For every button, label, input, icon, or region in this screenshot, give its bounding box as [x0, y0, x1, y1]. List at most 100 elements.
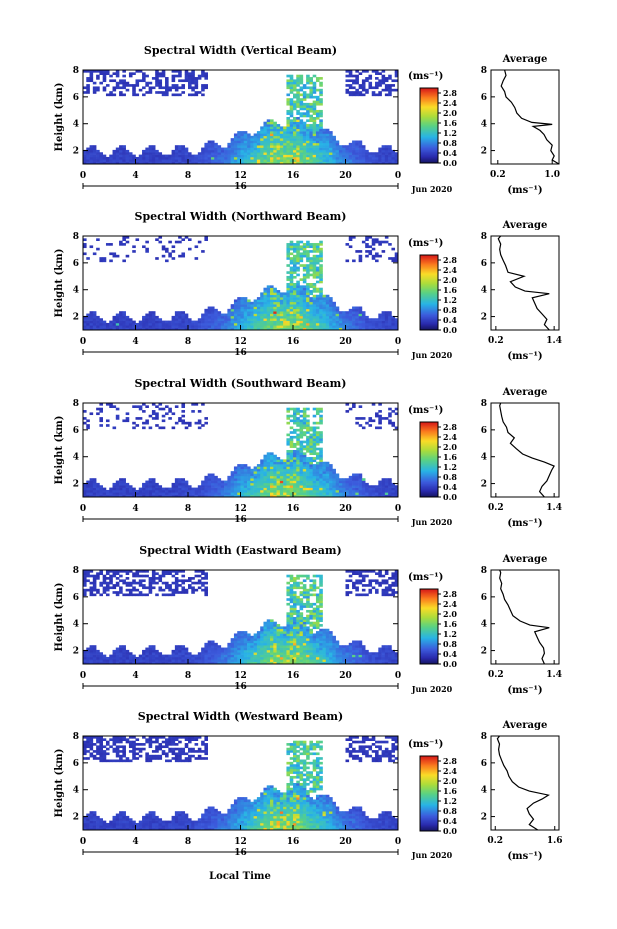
heatmap-cell	[283, 131, 287, 134]
heatmap-cell	[293, 301, 297, 305]
heatmap-cell	[273, 308, 277, 312]
heatmap-cell	[312, 261, 317, 265]
heatmap-cell	[263, 327, 268, 331]
heatmap-cell	[243, 638, 248, 641]
heatmap-cell	[391, 421, 396, 425]
heatmap-cell	[247, 318, 251, 321]
colorbar-step	[420, 265, 438, 267]
heatmap-cell	[302, 243, 307, 246]
colorbar-step	[420, 327, 438, 330]
heatmap-cell	[378, 315, 382, 319]
heatmap-cell	[286, 142, 291, 146]
heatmap-cell	[194, 421, 199, 425]
heatmap-cell	[279, 304, 284, 307]
heatmap-cell	[191, 659, 195, 662]
heatmap-cell	[283, 147, 287, 151]
heatmap-cell	[319, 419, 323, 423]
heatmap-cell	[355, 417, 359, 420]
heatmap-cell	[293, 245, 297, 249]
heatmap-cell	[306, 322, 310, 326]
heatmap-cell	[296, 311, 300, 314]
heatmap-cell	[309, 299, 313, 303]
heatmap-cell	[204, 475, 208, 479]
heatmap-cell	[89, 489, 94, 493]
heatmap-cell	[96, 70, 100, 73]
heatmap-cell	[352, 473, 356, 477]
heatmap-cell	[256, 149, 261, 153]
heatmap-cell	[283, 475, 287, 479]
heatmap-cell	[332, 318, 336, 321]
heatmap-cell	[89, 318, 94, 321]
heatmap-cell	[345, 311, 350, 314]
heatmap-cell	[174, 661, 179, 665]
heatmap-cell	[299, 138, 304, 141]
heatmap-cell	[319, 250, 323, 253]
heatmap-cell	[83, 252, 87, 256]
heatmap-cell	[306, 264, 310, 267]
heatmap-cell	[352, 79, 356, 83]
heatmap-cell	[312, 407, 317, 411]
heatmap-cell	[220, 320, 225, 324]
heatmap-cell	[348, 79, 353, 83]
heatmap-cell	[178, 492, 182, 495]
heatmap-cell	[260, 471, 264, 474]
heatmap-cell	[306, 74, 310, 78]
heatmap-cell	[329, 138, 333, 141]
heatmap-cell	[174, 647, 179, 651]
heatmap-cell	[266, 135, 271, 139]
heatmap-cell	[132, 659, 136, 662]
heatmap-cell	[155, 482, 159, 486]
heatmap-cell	[174, 313, 179, 317]
heatmap-cell	[119, 574, 123, 578]
heatmap-cell	[224, 161, 228, 165]
heatmap-cell	[296, 240, 300, 244]
heatmap-cell	[276, 147, 281, 151]
heatmap-cell	[371, 154, 376, 158]
heatmap-cell	[286, 311, 291, 314]
heatmap-cell	[89, 478, 94, 481]
heatmap-cell	[299, 264, 304, 267]
heatmap-cell	[191, 156, 195, 160]
heatmap-cell	[181, 661, 186, 665]
heatmap-cell	[178, 322, 182, 326]
heatmap-cell	[250, 140, 254, 144]
heatmap-cell	[188, 156, 192, 160]
heatmap-cell	[119, 482, 123, 486]
colorbar-step	[420, 430, 438, 433]
heatmap-cell	[105, 588, 110, 592]
colorbar-step	[420, 317, 438, 320]
heatmap-cell	[279, 482, 284, 486]
heatmap-cell	[237, 140, 241, 144]
heatmap-cell	[115, 86, 120, 90]
heatmap-cell	[388, 74, 392, 78]
heatmap-cell	[224, 494, 228, 498]
heatmap-cell	[99, 581, 103, 585]
heatmap-cell	[227, 494, 231, 498]
heatmap-cell	[204, 327, 208, 331]
heatmap-cell	[174, 494, 179, 498]
heatmap-cell	[230, 645, 235, 648]
heatmap-cell	[240, 320, 245, 324]
heatmap-cell	[174, 147, 179, 151]
heatmap-cell	[312, 159, 317, 162]
heatmap-cell	[296, 259, 300, 263]
heatmap-cell	[289, 299, 294, 303]
average-y-tick-label: 8	[481, 232, 487, 242]
heatmap-cell	[293, 117, 297, 120]
heatmap-cell	[102, 492, 107, 495]
colorbar-step	[420, 447, 438, 449]
heatmap-cell	[227, 654, 231, 658]
heatmap-cell	[128, 320, 133, 324]
heatmap-cell	[201, 656, 205, 660]
heatmap-cell	[388, 494, 392, 498]
heatmap-cell	[306, 275, 310, 279]
heatmap-cell	[270, 645, 274, 648]
heatmap-cell	[293, 149, 297, 153]
heatmap-cell	[181, 91, 186, 94]
heatmap-cell	[230, 304, 235, 307]
heatmap-title: Spectral Width (Eastward Beam)	[139, 544, 341, 557]
heatmap-cell	[151, 570, 156, 573]
heatmap-cell	[315, 273, 320, 277]
heatmap-cell	[325, 315, 330, 319]
heatmap-cell	[253, 475, 258, 479]
